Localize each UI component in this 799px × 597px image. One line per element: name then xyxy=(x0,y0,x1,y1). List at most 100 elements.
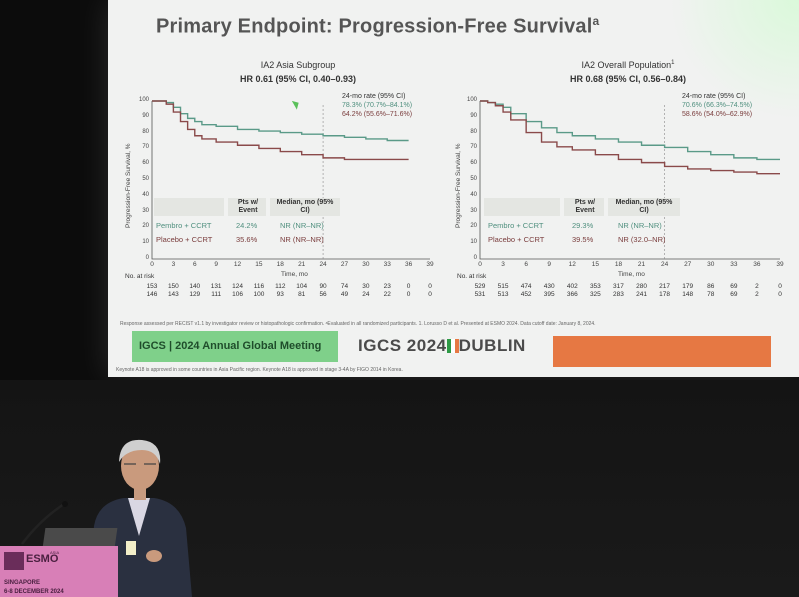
right-panel-hr: HR 0.68 (95% CI, 0.56–0.84) xyxy=(569,74,687,84)
chart-1-x-tick: 6 xyxy=(524,261,528,268)
chart-1-x-tick: 24 xyxy=(660,261,669,268)
left-table-events-header-box xyxy=(228,198,266,216)
chart-1-y-tick: 70 xyxy=(470,144,477,151)
esmo-logo-mark-icon xyxy=(4,552,24,570)
left-rate-pembro: 78.3% (70.7%–84.1%) xyxy=(342,102,413,109)
chart-1-risk-placebo: 0 xyxy=(778,291,782,298)
speaker-shirt xyxy=(128,498,150,536)
chart-0-risk-placebo: 22 xyxy=(383,291,391,298)
speaker-face xyxy=(121,442,159,490)
chart-1-x-tick: 15 xyxy=(591,261,599,268)
chart-1-risk-pembro: 402 xyxy=(566,283,578,290)
right-col-median: Median, mo (95% CI) xyxy=(615,199,673,214)
chart-0-x-tick: 39 xyxy=(426,261,434,268)
chart-0-risk-pembro: 90 xyxy=(319,283,327,290)
chart-0-risk-pembro: 23 xyxy=(383,283,391,290)
esmo-logo-asia: ASIA xyxy=(50,550,60,555)
chart-1-x-tick: 21 xyxy=(637,261,646,268)
chart-0-y-tick: 30 xyxy=(142,207,149,214)
chart-0-y-tick: 60 xyxy=(142,160,149,167)
chart-0-series-pembro xyxy=(152,100,409,142)
chart-0-risk-placebo: 56 xyxy=(319,291,327,298)
chart-0-risk-placebo: 129 xyxy=(189,291,201,298)
chart-0-risk-placebo: 100 xyxy=(253,291,265,298)
slide-footnote: Response assessed per RECIST v1.1 by inv… xyxy=(120,321,596,327)
left-rate-placebo: 64.2% (55.6%–71.6%) xyxy=(342,111,413,118)
right-median-pembro: NR (NR–NR) xyxy=(618,221,662,230)
right-table-blank-header xyxy=(484,198,560,216)
chart-1-x-tick: 12 xyxy=(568,261,576,268)
chart-0-x-tick: 18 xyxy=(276,261,284,268)
chart-0-x-tick: 24 xyxy=(319,261,327,268)
chart-0-risk-pembro: 74 xyxy=(340,283,349,290)
chart-1-risk-pembro: 69 xyxy=(730,283,738,290)
right-rate-pembro: 70.6% (66.3%–74.5%) xyxy=(682,102,753,109)
left-table-blank-header xyxy=(154,198,224,216)
chart-0-risk-pembro: 30 xyxy=(362,283,370,290)
podium-dates: 6-8 DECEMBER 2024 xyxy=(4,589,64,595)
chart-1-x-tick: 9 xyxy=(547,261,552,268)
chart-0-risk-pembro: 124 xyxy=(232,283,243,290)
speaker-hand xyxy=(146,550,162,562)
laptop xyxy=(42,528,118,548)
presentation-slide: Primary Endpoint: Progression-Free Survi… xyxy=(108,0,799,377)
chart-1-risk-pembro: 474 xyxy=(520,283,532,290)
left-at-risk-label: No. at risk xyxy=(125,273,155,280)
chart-0-y-tick: 70 xyxy=(142,144,149,151)
chart-0-x-tick: 36 xyxy=(404,261,413,268)
chart-1-risk-pembro: 515 xyxy=(497,283,509,290)
chart-0-risk-placebo: 24 xyxy=(362,291,370,298)
chart-0-risk-placebo: 0 xyxy=(428,291,432,298)
left-events-placebo: 35.6% xyxy=(236,235,258,244)
chart-0-axes xyxy=(151,101,430,260)
right-at-risk-label: No. at risk xyxy=(457,273,487,280)
right-events-pembro: 29.3% xyxy=(572,221,594,230)
left-col-median: Median, mo (95% CI) xyxy=(276,199,334,214)
chart-1-risk-placebo: 2 xyxy=(755,291,759,298)
chart-0-y-tick: 90 xyxy=(142,112,149,119)
chart-1-x-tick: 0 xyxy=(478,261,482,268)
chart-1-y-tick: 90 xyxy=(470,112,477,119)
chart-1-risk-placebo: 395 xyxy=(543,291,555,298)
right-events-placebo: 39.5% xyxy=(572,235,594,244)
chart-0-risk-placebo: 143 xyxy=(167,291,179,298)
right-panel-subgroup: IA2 Overall Population1 xyxy=(581,60,675,70)
chart-1-risk-placebo: 148 xyxy=(682,291,694,298)
chart-0-x-tick: 15 xyxy=(255,261,263,268)
chart-0-risk-pembro: 116 xyxy=(253,283,265,290)
chart-1-risk-pembro: 2 xyxy=(755,283,759,290)
chart-1-risk-placebo: 283 xyxy=(613,291,624,298)
chart-1-risk-placebo: 325 xyxy=(589,291,601,298)
chart-0-y-tick: 80 xyxy=(142,128,149,135)
chart-1-y-tick: 80 xyxy=(470,128,477,135)
chart-0-risk-placebo: 111 xyxy=(211,291,222,298)
chart-1-y-tick: 10 xyxy=(470,239,477,246)
chart-0-risk-placebo: 93 xyxy=(276,291,284,298)
chart-1-y-tick: 50 xyxy=(470,176,477,182)
left-x-axis-label: Time, mo xyxy=(281,271,308,278)
chart-1-series-placebo xyxy=(480,100,780,175)
speaker-badge xyxy=(126,541,136,555)
chart-1-y-tick: 20 xyxy=(470,223,477,230)
left-rate-header: 24-mo rate (95% CI) xyxy=(342,93,406,100)
chart-0-x-tick: 27 xyxy=(340,261,349,268)
chart-1-x-tick: 33 xyxy=(730,261,738,268)
chart-0-y-tick: 50 xyxy=(142,176,149,182)
left-km-chart xyxy=(151,100,780,260)
chart-0-risk-placebo: 0 xyxy=(406,291,411,298)
left-arm-pembro: Pembro + CCRT xyxy=(156,221,212,230)
chart-0-risk-pembro: 153 xyxy=(146,283,158,290)
chart-0-y-tick: 40 xyxy=(142,191,149,198)
speaker-hair xyxy=(119,439,161,464)
chart-1-y-tick: 0 xyxy=(473,255,477,261)
left-col-events: Pts w/ Event xyxy=(237,199,259,214)
orange-banner-block xyxy=(553,336,771,367)
chart-1-risk-placebo: 78 xyxy=(707,291,715,298)
chart-1-risk-placebo: 513 xyxy=(497,291,509,298)
right-rate-placebo: 58.6% (54.0%–62.9%) xyxy=(682,111,753,118)
igcs-meeting-banner: IGCS | 2024 Annual Global Meeting xyxy=(132,331,338,362)
chart-0-x-tick: 9 xyxy=(214,261,218,268)
microphone-icon xyxy=(21,501,68,545)
podium: ESMO ASIA SINGAPORE 6-8 DECEMBER 2024 xyxy=(0,546,118,597)
chart-0-x-tick: 3 xyxy=(171,261,176,268)
